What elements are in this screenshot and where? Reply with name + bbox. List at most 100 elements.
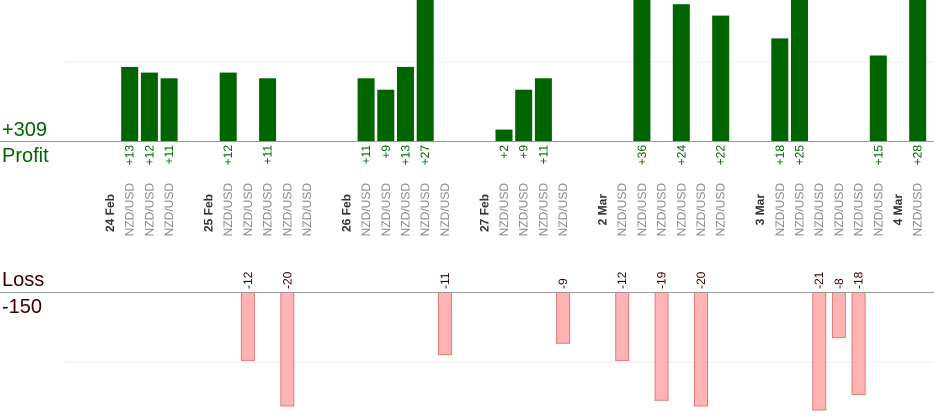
pair-label: NZD/USD — [261, 183, 275, 237]
pair-label: NZD/USD — [438, 183, 452, 237]
profit-value-label: +13 — [399, 145, 413, 166]
date-label: 27 Feb — [477, 194, 491, 232]
profit-value-label: +13 — [123, 145, 137, 166]
pair-label: NZD/USD — [359, 183, 373, 237]
loss-bar — [615, 292, 630, 361]
pair-label: NZD/USD — [399, 183, 413, 237]
profit-value-label: +11 — [536, 145, 550, 165]
pair-label: NZD/USD — [871, 183, 885, 237]
pair-label: NZD/USD — [714, 183, 728, 237]
pair-label: NZD/USD — [812, 183, 826, 237]
pair-label: NZD/USD — [852, 183, 866, 237]
profit-bar — [397, 66, 414, 141]
pair-label: NZD/USD — [517, 183, 531, 237]
profit-bar — [633, 0, 651, 141]
profit-value-label: +24 — [674, 145, 688, 166]
profit-bar — [771, 38, 789, 141]
pair-label: NZD/USD — [162, 183, 176, 237]
profit-bar — [121, 66, 139, 141]
loss-bar — [831, 292, 846, 339]
date-label: 26 Feb — [339, 194, 353, 232]
loss-label: Loss — [2, 269, 45, 291]
loss-value-label: -19 — [655, 271, 669, 289]
pair-label: NZD/USD — [635, 183, 649, 237]
loss-value-label: -11 — [438, 272, 452, 289]
date-label: 25 Feb — [202, 194, 216, 232]
profit-bar — [712, 15, 730, 142]
profit-bars — [121, 0, 927, 142]
zero-axes — [0, 141, 934, 293]
loss-value-label: -20 — [280, 271, 294, 289]
profit-value-label: +18 — [773, 145, 787, 166]
pair-label: NZD/USD — [674, 183, 688, 237]
profit-bar — [495, 129, 513, 141]
profit-value-label: +11 — [162, 145, 176, 165]
pair-label: NZD/USD — [142, 183, 156, 237]
x-axis-labels: NZD/USD NZD/USD NZD/USD NZD/USD NZD/USD NZD/U… — [103, 183, 925, 237]
profit-value-label: +12 — [221, 145, 235, 166]
pair-label: NZD/USD — [694, 183, 708, 237]
pair-label: NZD/USD — [773, 183, 787, 237]
loss-bar — [240, 292, 255, 361]
pair-label: NZD/USD — [832, 183, 846, 237]
value-labels: +13 +12 +11 +12 -12 +11 -20 +11 +9 +13 +27 -11 +2 +9 +… — [123, 145, 925, 289]
loss-value-label: -12 — [241, 271, 255, 289]
pair-label: NZD/USD — [793, 183, 807, 237]
pair-label: NZD/USD — [280, 183, 294, 237]
pair-label: NZD/USD — [497, 183, 511, 237]
pair-label: NZD/USD — [655, 183, 669, 237]
profit-bar — [791, 0, 808, 141]
pair-label: NZD/USD — [241, 183, 255, 237]
profit-value-label: +11 — [261, 145, 275, 165]
profit-bar — [219, 72, 237, 141]
profit-value-label: +27 — [418, 145, 432, 166]
profit-value-label: +11 — [359, 145, 373, 165]
pair-label: NZD/USD — [379, 183, 393, 237]
profit-bar — [416, 0, 434, 141]
profit-value-label: +28 — [911, 145, 925, 166]
loss-bar — [280, 292, 295, 407]
grid-lines — [65, 61, 934, 363]
profit-bar — [515, 89, 533, 141]
profit-bar — [672, 4, 690, 142]
loss-bar — [812, 292, 827, 411]
pair-label: NZD/USD — [556, 183, 570, 237]
loss-bars — [240, 292, 866, 411]
date-label: 2 Mar — [596, 194, 610, 226]
loss-value-label: -20 — [694, 271, 708, 289]
date-label: 4 Mar — [891, 194, 905, 226]
pair-label: NZD/USD — [123, 183, 137, 237]
date-label: 3 Mar — [753, 194, 767, 226]
profit-value-label: +2 — [497, 145, 511, 159]
profit-bar — [259, 78, 277, 141]
profit-bar — [357, 78, 375, 141]
profit-bar — [160, 78, 178, 141]
loss-bar — [654, 292, 669, 401]
profit-bar — [377, 89, 395, 141]
profit-value-label: +15 — [871, 145, 885, 166]
pair-label: NZD/USD — [418, 183, 432, 237]
profit-value-label: +9 — [517, 145, 531, 159]
loss-value-label: -12 — [615, 271, 629, 289]
profit-total: +309 — [2, 119, 48, 141]
profit-label: Profit — [2, 145, 49, 167]
pair-label: NZD/USD — [615, 183, 629, 237]
loss-value-label: -9 — [556, 278, 570, 289]
loss-total: -150 — [2, 296, 43, 318]
loss-value-label: -21 — [812, 271, 826, 289]
pair-label: NZD/USD — [911, 183, 925, 237]
pair-label: NZD/USD — [221, 183, 235, 237]
loss-bar — [556, 292, 571, 344]
profit-value-label: +9 — [379, 145, 393, 159]
loss-value-label: -8 — [832, 278, 846, 289]
profit-value-label: +12 — [142, 145, 156, 166]
loss-bar — [851, 292, 866, 396]
pair-label: NZD/USD — [536, 183, 550, 237]
profit-value-label: +36 — [635, 145, 649, 166]
profit-bar — [869, 55, 887, 141]
date-label: 24 Feb — [103, 194, 117, 232]
pair-label: NZD/USD — [300, 183, 314, 237]
profit-bar — [140, 72, 158, 141]
profit-bar — [534, 78, 552, 141]
